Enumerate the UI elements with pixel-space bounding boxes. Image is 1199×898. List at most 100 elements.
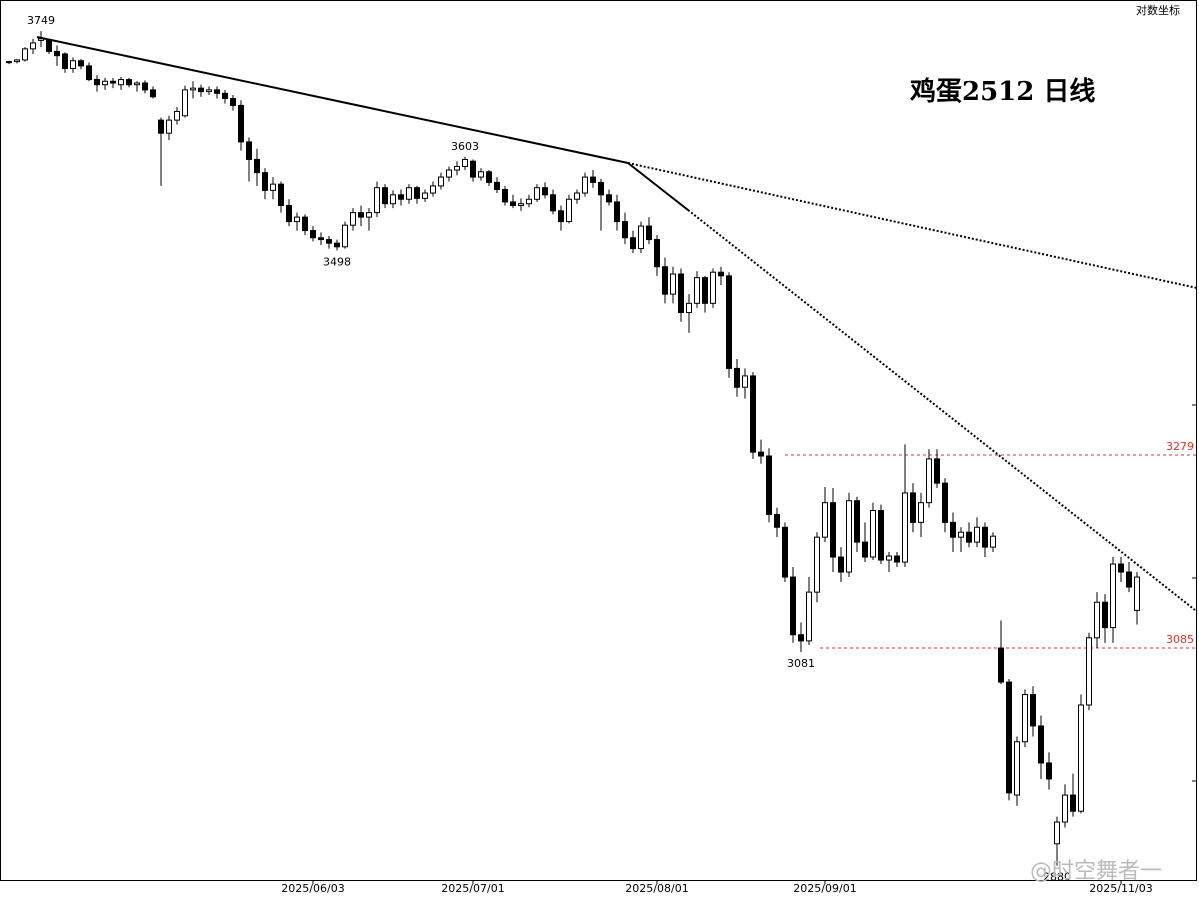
candle-body bbox=[1038, 725, 1044, 764]
extreme-label: 3081 bbox=[787, 657, 815, 670]
candle-body bbox=[134, 82, 140, 86]
candle-body bbox=[998, 647, 1004, 683]
candle-body bbox=[454, 165, 460, 171]
candle-body bbox=[830, 502, 836, 558]
candle-body bbox=[1078, 704, 1084, 812]
extreme-label: 3749 bbox=[27, 14, 55, 27]
candle-body bbox=[462, 158, 468, 167]
candle-body bbox=[446, 169, 452, 178]
trend-line bbox=[627, 162, 689, 211]
candle-body bbox=[94, 79, 100, 86]
candle-body bbox=[942, 482, 948, 523]
candle-body bbox=[926, 458, 932, 504]
candle-body bbox=[278, 183, 284, 206]
x-tick-label: 2025/09/01 bbox=[793, 882, 856, 895]
candle-body bbox=[254, 158, 260, 174]
candle-body bbox=[1094, 601, 1100, 639]
candle-body bbox=[302, 216, 308, 232]
x-tick-label: 2025/08/01 bbox=[625, 882, 688, 895]
candle-body bbox=[750, 375, 756, 453]
candle-body bbox=[1006, 681, 1012, 794]
candle-body bbox=[54, 50, 60, 57]
candle-body bbox=[694, 277, 700, 304]
candle-body bbox=[62, 53, 68, 69]
candle-body bbox=[350, 212, 356, 226]
candle-body bbox=[710, 271, 716, 304]
candle-body bbox=[1062, 794, 1068, 823]
candle-body bbox=[902, 492, 908, 563]
candle-body bbox=[414, 187, 420, 199]
x-tick-label: 2025/06/03 bbox=[281, 882, 344, 895]
candle-body bbox=[438, 176, 444, 187]
candle-body bbox=[358, 212, 364, 218]
candle-body bbox=[46, 39, 52, 52]
candle-body bbox=[854, 500, 860, 543]
candle-body bbox=[430, 185, 436, 194]
candle-body bbox=[886, 555, 892, 561]
candle-body bbox=[798, 634, 804, 642]
candle-body bbox=[118, 79, 124, 86]
candle-body bbox=[86, 65, 92, 81]
candle-body bbox=[622, 221, 628, 239]
extreme-label: 3498 bbox=[323, 255, 351, 268]
candle-body bbox=[198, 87, 204, 93]
candle-body bbox=[894, 555, 900, 563]
candle-body bbox=[566, 198, 572, 223]
candle-body bbox=[958, 531, 964, 538]
candle-body bbox=[846, 500, 852, 573]
candle-body bbox=[486, 171, 492, 183]
candle-body bbox=[342, 224, 348, 248]
candle-body bbox=[758, 451, 764, 457]
candle-body bbox=[822, 502, 828, 538]
candle-body bbox=[318, 237, 324, 241]
candle-body bbox=[614, 201, 620, 223]
candle-body bbox=[1022, 694, 1028, 743]
candle-body bbox=[726, 275, 732, 369]
x-tick-label: 2025/07/01 bbox=[441, 882, 504, 895]
candle-body bbox=[806, 591, 812, 642]
candle-body bbox=[742, 375, 748, 388]
candle-body bbox=[670, 273, 676, 295]
candle-body bbox=[182, 89, 188, 117]
candle-body bbox=[526, 198, 532, 205]
candle-body bbox=[510, 201, 516, 206]
candle-body bbox=[230, 97, 236, 106]
candle-body bbox=[734, 367, 740, 388]
reference-label: 3279 bbox=[1166, 440, 1194, 453]
candle-body bbox=[166, 119, 172, 134]
candle-body bbox=[190, 87, 196, 91]
candle-body bbox=[518, 203, 524, 206]
candle-body bbox=[1030, 694, 1036, 727]
candle-body bbox=[14, 59, 20, 63]
candle-body bbox=[966, 531, 972, 543]
candle-body bbox=[1134, 576, 1140, 611]
candle-body bbox=[1126, 571, 1132, 588]
candle-body bbox=[310, 230, 316, 239]
candle-body bbox=[686, 302, 692, 314]
scale-note: 对数坐标 bbox=[1136, 3, 1180, 17]
candle-body bbox=[70, 60, 76, 69]
candle-body bbox=[78, 60, 84, 67]
candle-body bbox=[630, 237, 636, 250]
trend-line-extension bbox=[627, 162, 1198, 289]
candle-body bbox=[838, 556, 844, 573]
candle-body bbox=[174, 110, 180, 121]
candle-body bbox=[470, 160, 476, 178]
candle-body bbox=[582, 176, 588, 194]
candle-body bbox=[502, 188, 508, 203]
candle-body bbox=[662, 266, 668, 295]
candle-body bbox=[814, 536, 820, 593]
candle-body bbox=[574, 192, 580, 200]
candle-body bbox=[550, 194, 556, 212]
candle-body bbox=[646, 225, 652, 241]
candle-body bbox=[590, 176, 596, 183]
candle-body bbox=[238, 104, 244, 143]
candle-body bbox=[950, 521, 956, 538]
candle-body bbox=[558, 210, 564, 223]
candle-body bbox=[1046, 762, 1052, 780]
candle-body bbox=[870, 510, 876, 558]
candle-body bbox=[1070, 794, 1076, 812]
candle-body bbox=[606, 194, 612, 203]
candle-body bbox=[1118, 563, 1124, 573]
reference-label: 3085 bbox=[1166, 633, 1194, 646]
